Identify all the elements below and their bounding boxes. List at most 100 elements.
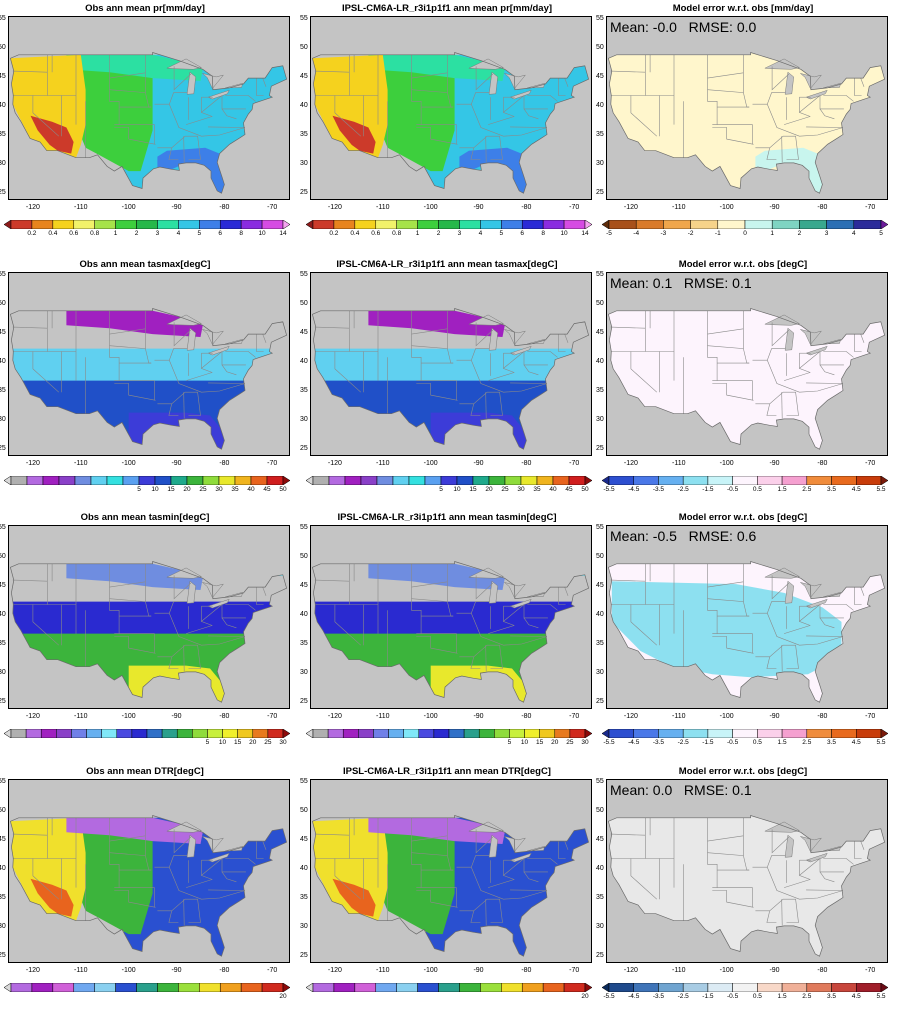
colorbar-tick-label: -0.5	[727, 739, 739, 746]
lake-1	[784, 71, 794, 95]
colorbar-swatch	[376, 476, 394, 485]
lat-tick-label: 45	[596, 73, 604, 81]
colorbar-tick-label: -1.5	[702, 993, 714, 1000]
state-boundary	[767, 613, 844, 646]
state-boundary	[183, 899, 185, 926]
lat-tick-label: 30	[596, 416, 604, 424]
state-boundary	[334, 604, 362, 646]
lon-tick-label: -90	[171, 460, 182, 467]
state-boundary	[169, 613, 246, 646]
panel-title: IPSL-CM6A-LR_r3i1p1f1 ann mean pr[mm/day…	[341, 3, 553, 14]
region-southwest	[332, 115, 376, 154]
state-boundary	[208, 126, 246, 128]
region-mid	[312, 348, 589, 387]
state-boundary	[799, 860, 811, 880]
colorbar-swatch	[58, 476, 76, 485]
lat-tick-label: 30	[300, 923, 308, 931]
state-boundary	[208, 382, 246, 384]
colorbar-tick-label: 20	[249, 739, 257, 746]
colorbar-tick-label: 10	[218, 739, 227, 746]
colorbar-tick-label: 5	[137, 486, 141, 493]
state-boundary	[799, 95, 821, 113]
colorbar-tick-label: 0.5	[752, 739, 762, 746]
map-frame	[8, 272, 290, 456]
colorbar-swatch	[542, 220, 565, 229]
state-boundary	[564, 77, 569, 87]
colorbar-swatch	[418, 729, 435, 738]
lat-tick-label: 30	[0, 669, 6, 677]
lon-tick-label: -90	[171, 204, 182, 211]
lake-4	[527, 591, 545, 598]
colorbar-tick-label: 10	[151, 486, 159, 493]
panel-title: IPSL-CM6A-LR_r3i1p1f1 ann mean DTR[degC]	[343, 766, 551, 777]
state-boundary	[712, 890, 754, 908]
colorbar-tick-label: -4.5	[628, 739, 640, 746]
lon-tick-label: -100	[423, 460, 438, 467]
state-boundary	[860, 77, 865, 87]
colorbar-swatch	[312, 729, 329, 738]
colorbar-swatch	[161, 729, 178, 738]
colorbar-swatch	[74, 476, 92, 485]
lat-tick-label: 45	[0, 582, 6, 590]
coastline	[9, 308, 288, 450]
lon-tick-label: -80	[521, 204, 532, 211]
lon-tick-label: -90	[769, 967, 780, 974]
region-north	[368, 563, 505, 590]
colorbar-swatch	[707, 476, 733, 485]
lat-tick-label: 35	[300, 131, 308, 139]
colorbar-tick-label: 25	[199, 486, 207, 493]
colorbar-swatch	[333, 220, 356, 229]
state-boundary	[523, 617, 539, 629]
colorbar-swatch	[199, 983, 221, 992]
colorbar-swatch	[584, 729, 592, 738]
colorbar-swatch	[106, 476, 124, 485]
lat-tick-label: 35	[300, 894, 308, 902]
value-colorbar	[306, 983, 592, 992]
state-boundary	[823, 858, 854, 865]
colorbar-tick-label: 2	[797, 230, 802, 237]
state-boundary	[109, 328, 146, 335]
state-boundary	[771, 575, 790, 600]
colorbar-tick-label: 1	[113, 230, 118, 237]
lon-tick-label: -110	[672, 713, 686, 720]
lon-tick-label: -100	[423, 204, 438, 211]
state-boundary	[475, 322, 494, 347]
colorbar-swatch	[115, 983, 137, 992]
colorbar-swatch	[717, 220, 746, 229]
state-boundary	[819, 108, 835, 120]
lon-tick-label: -90	[769, 460, 780, 467]
state-boundary	[256, 587, 264, 605]
map-panel-tasmin-obs: Obs ann mean tasmin[degC] 5 10 15 20 25 30 55 50…	[0, 509, 290, 757]
colorbar-swatch	[138, 476, 156, 485]
colorbar-tick-label: -3.5	[652, 486, 665, 493]
state-boundary	[707, 835, 744, 842]
lake-3	[805, 598, 828, 609]
colorbar-swatch	[608, 476, 634, 485]
colorbar-swatch	[312, 476, 330, 485]
colorbar-tick-label: 20	[551, 739, 559, 746]
colorbar-swatch	[146, 729, 163, 738]
state-boundary	[470, 147, 481, 160]
lat-tick-label: 55	[596, 777, 604, 785]
lat-tick-label: 30	[596, 669, 604, 677]
colorbar-tick-label: 4.5	[851, 993, 861, 1000]
colorbar-swatch	[219, 983, 242, 992]
state-boundary	[488, 879, 515, 888]
lon-tick-label: -110	[376, 204, 390, 211]
colorbar-swatch	[4, 476, 12, 485]
state-boundary	[799, 858, 821, 876]
colorbar-swatch	[658, 729, 684, 738]
lon-tick-label: -70	[865, 204, 876, 211]
colorbar-tick-label: 0.6	[371, 230, 381, 237]
state-boundary	[610, 70, 646, 73]
error-stats: Mean: -0.0 RMSE: 0.0	[610, 19, 757, 35]
lat-tick-label: 25	[596, 952, 604, 960]
lat-tick-label: 55	[0, 270, 6, 278]
colorbar-swatch	[417, 983, 439, 992]
colorbar-swatch	[186, 476, 204, 485]
lat-tick-label: 55	[596, 523, 604, 531]
lat-tick-label: 35	[300, 640, 308, 648]
colorbar-swatch	[73, 220, 95, 229]
state-boundary	[471, 104, 548, 137]
state-boundary	[109, 72, 146, 79]
